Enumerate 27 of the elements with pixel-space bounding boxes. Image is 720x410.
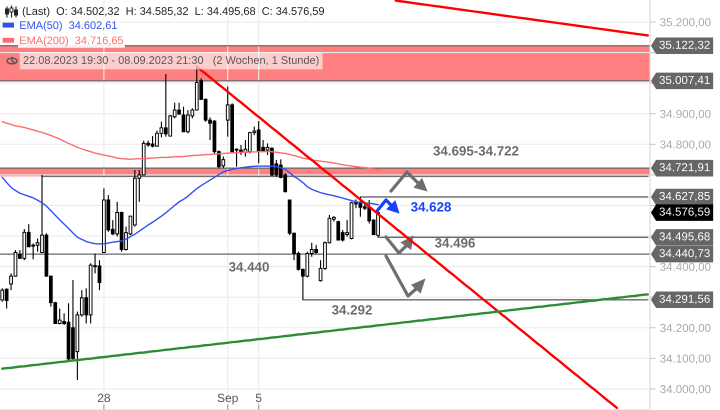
y-tick-label: 34.900,00	[660, 110, 711, 120]
y-tick-label: 34.200,00	[660, 324, 711, 334]
y-tick-label: 35.200,00	[660, 18, 711, 28]
ref-line-label: 35.007,41	[659, 76, 710, 86]
y-tick-label: 34.000,00	[660, 385, 711, 395]
text: 34.576,59	[659, 208, 710, 218]
ref-line-label: 35.122,32	[659, 40, 710, 50]
series-label: 34.495,68	[659, 232, 710, 242]
annotation: 34.440	[228, 262, 269, 272]
ref-line-label: 34.721,91	[659, 163, 710, 173]
ref-line-label: 34.440,73	[659, 249, 710, 259]
annotation: 34.628	[410, 202, 451, 212]
text: 22.08.2023 19:30 - 08.09.2023 21:30 (2 Wochen, 1 Stunde)	[24, 56, 319, 66]
y-tick-label: 34.100,00	[660, 354, 711, 364]
series-label: 34.291,56	[659, 294, 710, 304]
legend-label: EMA(200) 34.716,65	[20, 36, 124, 46]
x-tick-label: 28	[98, 394, 110, 402]
annotation: 34.695-34.722	[433, 146, 518, 156]
series-label: 34.627,85	[659, 192, 710, 202]
x-tick-label: 5	[256, 394, 262, 402]
annotation: 34.292	[332, 305, 372, 315]
y-tick-label: 34.800,00	[660, 140, 711, 150]
legend-label: EMA(50) 34.602,61	[20, 21, 117, 32]
x-tick-label: Sep	[218, 394, 238, 404]
annotation: 34.496	[434, 238, 475, 248]
y-tick-label: 34.400,00	[660, 262, 711, 272]
text: (Last) O: 34.502,32 H: 34.585,32 L: 34.495,68 C: 34.576,59	[22, 6, 324, 18]
